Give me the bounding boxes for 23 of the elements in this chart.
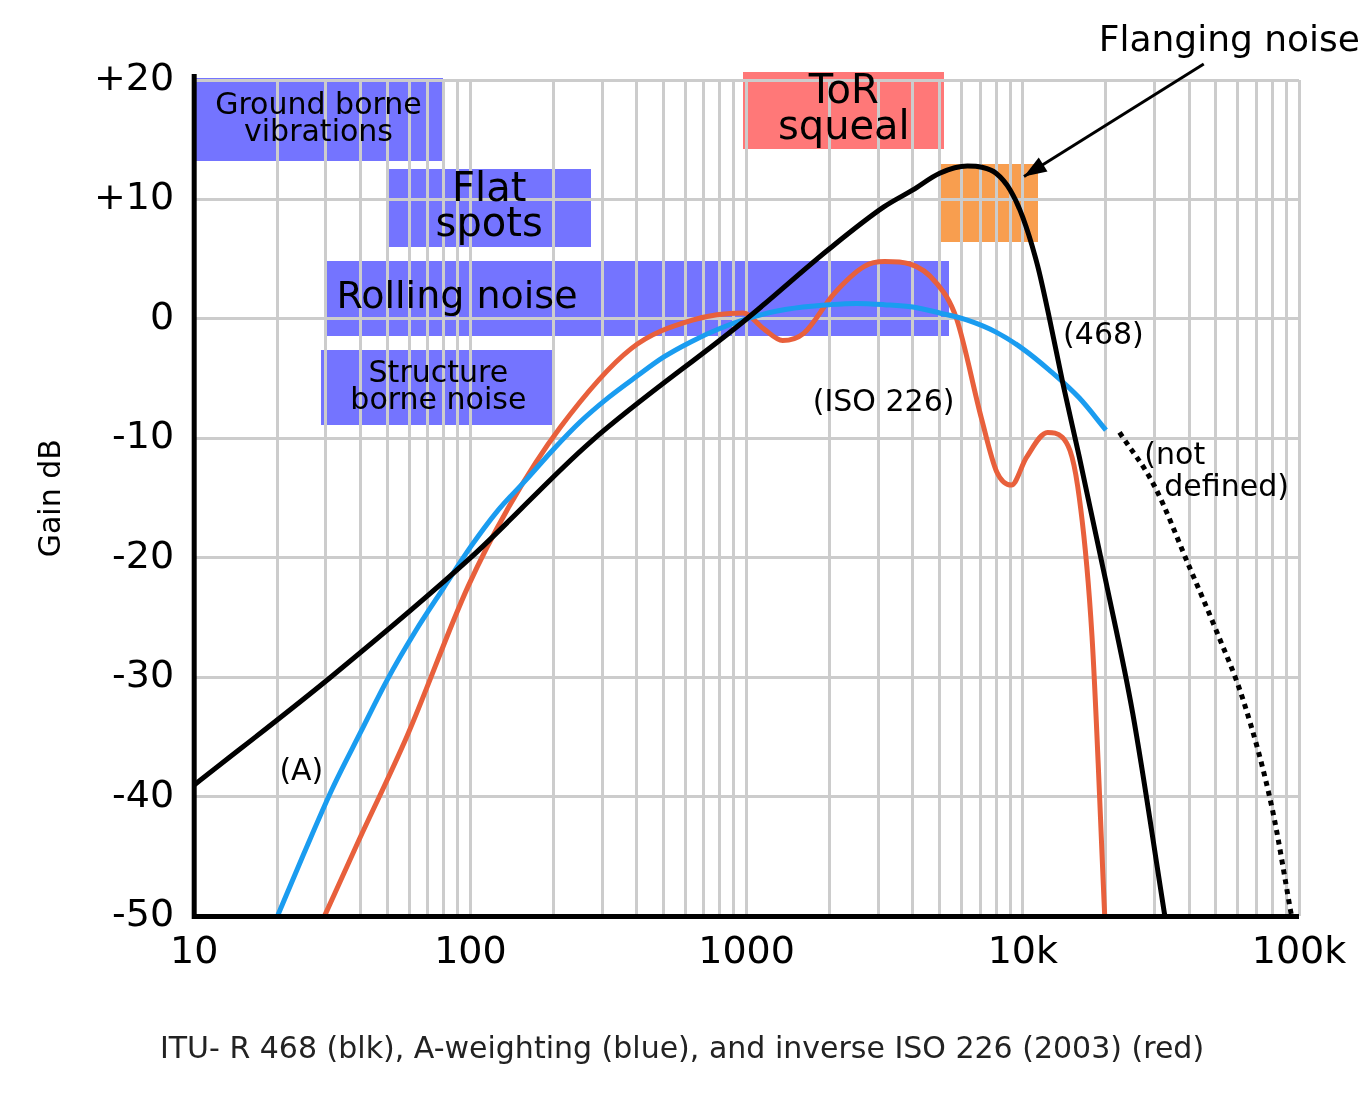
- annotation: (A): [279, 752, 324, 788]
- x-tick-label: 1000: [698, 928, 795, 973]
- annotation: Flat spots: [435, 164, 543, 246]
- annotation: (468): [1063, 315, 1144, 351]
- text: Flanging noise: [1098, 18, 1360, 60]
- x-tick-label: 10k: [987, 928, 1058, 973]
- annotation: Ground borne vibrations: [215, 86, 422, 148]
- annotation: ToR squeal: [777, 66, 910, 148]
- x-tick-label: 100k: [1251, 928, 1347, 973]
- x-tick-label: 100: [434, 928, 507, 973]
- y-tick-label: +10: [93, 174, 175, 219]
- y-tick-label: +20: [93, 54, 175, 99]
- y-tick-label: -10: [112, 413, 175, 458]
- annotation: Structure borne noise: [350, 354, 527, 416]
- y-tick-label: -30: [112, 652, 175, 697]
- annotation: (ISO 226): [812, 382, 955, 418]
- y-tick-label: -40: [112, 771, 175, 816]
- y-axis-title: Gain dB: [31, 439, 67, 558]
- text: ITU- R 468 (blk), A-weighting (blue), and inverse ISO 226 (2003) (red): [159, 1029, 1205, 1065]
- annotation: Rolling noise: [336, 273, 578, 318]
- y-tick-label: -20: [112, 532, 175, 577]
- y-tick-label: 0: [150, 293, 175, 338]
- annotation: (not defined): [1144, 436, 1289, 504]
